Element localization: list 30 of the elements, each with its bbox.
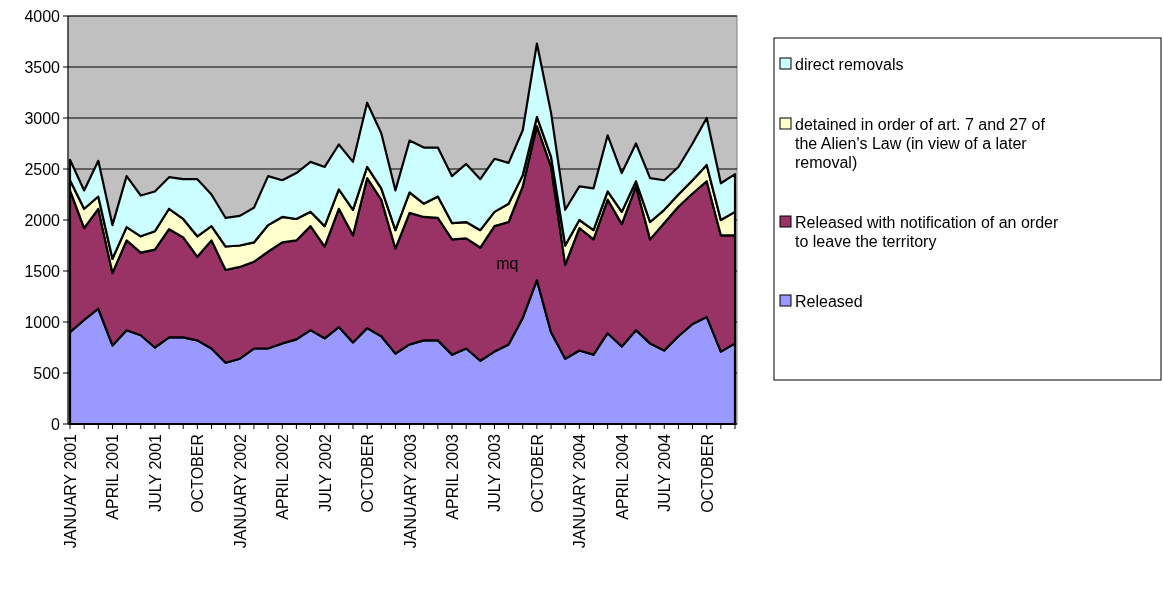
x-tick-label: OCTOBER — [189, 434, 207, 513]
x-tick-label: APRIL 2003 — [444, 433, 462, 520]
legend-label: direct removals — [795, 56, 904, 73]
x-tick-label: JANUARY 2004 — [571, 433, 589, 549]
x-tick-label: JULY 2004 — [656, 433, 674, 512]
legend-label: Released with notification of an order to leave the territory — [795, 214, 1059, 250]
y-tick-label: 2000 — [24, 211, 61, 229]
x-tick-label: OCTOBER — [528, 434, 546, 513]
y-tick-label: 3000 — [24, 109, 61, 127]
annotation: mq — [496, 254, 519, 272]
y-tick-label: 1500 — [24, 262, 61, 280]
y-tick-label: 3500 — [24, 58, 61, 76]
x-tick-label: JANUARY 2002 — [231, 433, 249, 549]
x-tick-label: JULY 2001 — [146, 433, 164, 512]
legend-label: detained in order of art. 7 and 27 of the Alien's Law (in view of a later removal) — [795, 116, 1046, 171]
y-tick-label: 500 — [33, 364, 61, 382]
y-tick-label: 1000 — [24, 313, 61, 331]
x-tick-label: OCTOBER — [359, 434, 377, 513]
legend-label: Released — [795, 293, 863, 310]
x-tick-label: APRIL 2002 — [274, 433, 292, 520]
y-tick-label: 0 — [51, 415, 61, 433]
x-tick-label: APRIL 2001 — [104, 433, 122, 520]
x-tick-label: JANUARY 2003 — [401, 433, 419, 549]
x-tick-label: JULY 2003 — [486, 433, 504, 512]
x-tick-label: JULY 2002 — [316, 433, 334, 512]
x-tick-label: JANUARY 2001 — [62, 433, 79, 549]
x-tick-label: APRIL 2004 — [613, 433, 631, 520]
x-tick-label: OCTOBER — [698, 434, 716, 513]
y-tick-label: 2500 — [24, 160, 61, 178]
y-tick-label: 4000 — [24, 7, 61, 25]
